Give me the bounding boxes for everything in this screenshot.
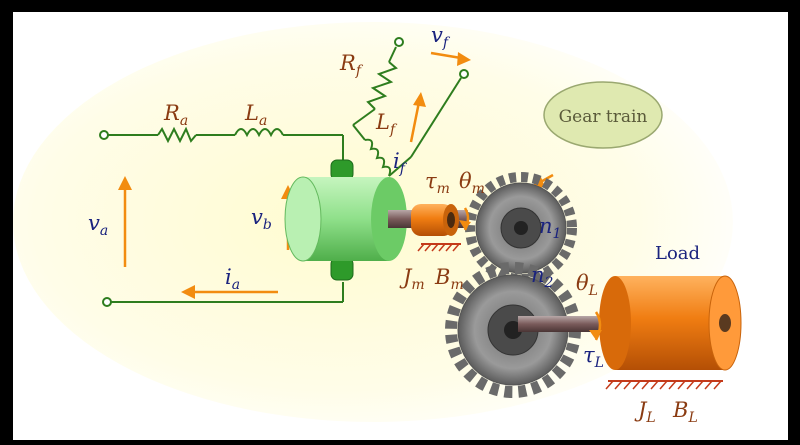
motor-bearing	[411, 204, 461, 252]
label-jm: Jm	[399, 265, 425, 293]
label-vf: vf	[431, 23, 451, 51]
inductor-la	[234, 128, 284, 138]
armature-circuit	[105, 126, 344, 303]
label-rf: Rf	[339, 51, 364, 79]
label-va: va	[88, 211, 108, 239]
field-terminal-top	[394, 37, 404, 47]
arrowhead	[589, 330, 602, 340]
label-lf: Lf	[375, 110, 398, 138]
label-tau-l: τL	[583, 343, 604, 371]
field-circuit	[352, 46, 462, 177]
label-ra: Ra	[163, 101, 188, 129]
resistor-ra	[157, 126, 197, 144]
terminal-top	[99, 130, 109, 140]
inductor-lf	[364, 138, 392, 177]
load-assembly	[518, 275, 742, 390]
label-la: La	[244, 101, 267, 129]
label-load: Load	[655, 243, 700, 264]
label-vb: vb	[251, 205, 272, 233]
field-terminal-right	[459, 69, 469, 79]
resistor-rf	[366, 61, 398, 110]
terminal-bottom	[102, 297, 112, 307]
label-if: if	[393, 149, 408, 177]
label-n2: n2	[531, 263, 554, 291]
label-theta-m: θm	[459, 169, 485, 197]
dc-motor-diagram: Gear train Ra La Rf Lf Jm Bm JL BL τm θm…	[13, 22, 742, 426]
gear-n1	[465, 172, 577, 284]
diagram-frame: Gear train Ra La Rf Lf Jm Bm JL BL τm θm…	[13, 12, 788, 440]
label-ia: ia	[225, 265, 240, 293]
label-tau-m: τm	[425, 169, 450, 197]
arrowhead	[459, 220, 471, 230]
gear-train-bubble	[543, 81, 663, 149]
motor	[284, 159, 468, 281]
label-jl: JL	[634, 398, 656, 426]
label-bm: Bm	[434, 265, 464, 293]
label-bl: BL	[672, 398, 698, 426]
gear-train-label: Gear train	[559, 107, 648, 127]
label-n1: n1	[539, 214, 561, 242]
label-theta-l: θL	[576, 271, 598, 299]
arrows	[118, 51, 554, 299]
